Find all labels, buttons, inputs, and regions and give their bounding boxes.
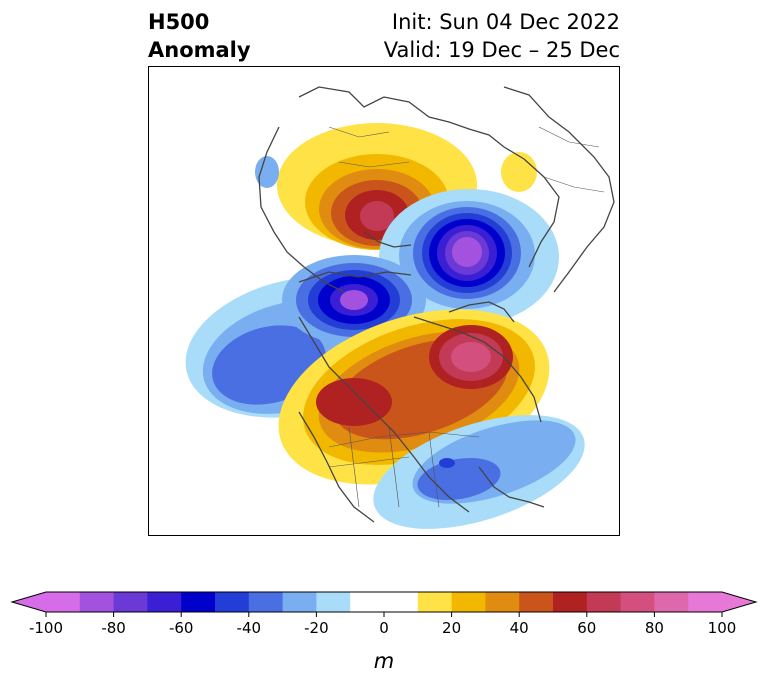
- colorbar-tick-label: -60: [169, 619, 194, 637]
- colorbar-cell: [113, 592, 148, 612]
- coastlines: [258, 86, 615, 523]
- anomaly-east-us-negative: [373, 415, 585, 529]
- colorbar-tick-label: -100: [29, 619, 63, 637]
- colorbar: -100 -80 -60 -40 -20 0 20 40 60 80 100 m: [10, 591, 758, 673]
- colorbar-cell: [417, 592, 453, 612]
- colorbar-cell: [248, 592, 284, 612]
- colorbar-cell: [620, 592, 655, 612]
- colorbar-cell: [215, 592, 250, 612]
- colorbar-cell: [451, 592, 486, 612]
- colorbar-cell: [282, 592, 317, 612]
- colorbar-cell: [350, 592, 419, 612]
- title-left: H500 Anomaly: [148, 8, 251, 64]
- colorbar-cell: [586, 592, 622, 612]
- colorbar-ticks: -100 -80 -60 -40 -20 0 20 40 60 80 100: [29, 612, 736, 637]
- colorbar-tick-label: 60: [577, 619, 596, 637]
- colorbar-max-arrow: [722, 592, 756, 612]
- colorbar-tick-label: 40: [510, 619, 529, 637]
- colorbar-tick-label: 80: [645, 619, 664, 637]
- valid-range: Valid: 19 Dec – 25 Dec: [383, 38, 620, 62]
- map-canvas: [185, 86, 615, 529]
- colorbar-cell: [519, 592, 554, 612]
- colorbar-cell: [316, 592, 351, 612]
- borders: [328, 126, 605, 508]
- colorbar-cell: [147, 592, 182, 612]
- colorbar-cell: [654, 592, 689, 612]
- colorbar-cell: [181, 592, 216, 612]
- title-right: Init: Sun 04 Dec 2022 Valid: 19 Dec – 25…: [384, 8, 620, 64]
- colorbar-cell: [688, 592, 723, 612]
- colorbar-cell: [485, 592, 520, 612]
- colorbar-tick-label: -40: [237, 619, 262, 637]
- anomaly-map: [148, 66, 620, 536]
- colorbar-tick-label: 100: [708, 619, 737, 637]
- variable-title: H500: [148, 10, 210, 34]
- colorbar-tick-label: 0: [379, 619, 389, 637]
- colorbar-min-arrow: [12, 592, 46, 612]
- colorbar-unit: m: [374, 649, 394, 673]
- colorbar-tick-label: -80: [101, 619, 126, 637]
- colorbar-cell: [79, 592, 115, 612]
- anomaly-canada-positive: [278, 309, 550, 485]
- kind-title: Anomaly: [148, 38, 251, 62]
- colorbar-tick-label: 20: [442, 619, 461, 637]
- anomaly-small-negative: [255, 156, 279, 188]
- colorbar-cell: [553, 592, 588, 612]
- colorbar-cells: [46, 592, 723, 612]
- colorbar-cell: [46, 592, 81, 612]
- colorbar-tick-label: -20: [304, 619, 329, 637]
- init-date: Init: Sun 04 Dec 2022: [391, 10, 620, 34]
